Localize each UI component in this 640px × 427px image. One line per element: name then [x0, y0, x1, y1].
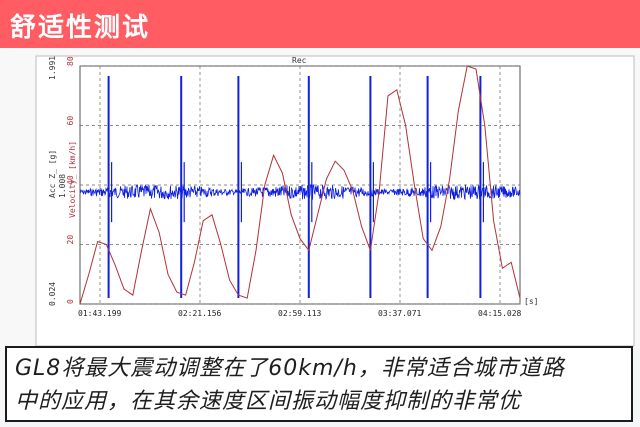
- y-tick-label: 40: [66, 175, 75, 185]
- x-tick-label: 02:21.156: [178, 309, 222, 318]
- left-axis-name-2: 1.008: [58, 174, 67, 198]
- x-tick-label: 03:37.071: [378, 309, 422, 318]
- acceleration-series: [79, 76, 521, 298]
- vibration-speed-chart: Rec 1.991 0.024 Acc Z_ [g] 1.008 Velocit…: [35, 55, 635, 347]
- left-axis-name: Acc Z_ [g]: [48, 150, 57, 198]
- y-ticks: 80 60 40 20 0: [66, 56, 75, 304]
- y-tick-label: 80: [66, 56, 75, 66]
- grid-lines: [80, 65, 520, 305]
- section-header: 舒适性测试: [0, 0, 640, 48]
- y-tick-label: 0: [66, 299, 75, 304]
- chart-top-label: Rec: [292, 56, 307, 65]
- chart-panel: Rec 1.991 0.024 Acc Z_ [g] 1.008 Velocit…: [0, 48, 640, 348]
- x-tick-label: 04:15.028: [478, 309, 522, 318]
- velocity-line: [79, 65, 521, 305]
- x-tick-label: 02:59.113: [278, 309, 322, 318]
- left-axis-bottom-label: 0.024: [48, 282, 57, 306]
- unit-label: [s]: [524, 297, 538, 306]
- x-tick-label: 01:43.199: [78, 309, 122, 318]
- left-axis-top-label: 1.991: [48, 56, 57, 80]
- y-tick-label: 20: [66, 235, 75, 245]
- caption-line-2: 中的应用，在其余速度区间振动幅度抑制的非常优: [15, 389, 522, 414]
- right-axis-name: Velocity_ [km/h]: [68, 141, 77, 218]
- section-title: 舒适性测试: [10, 13, 151, 43]
- caption-box: GL8将最大震动调整在了60km/h，非常适合城市道路 中的应用，在其余速度区间…: [5, 346, 633, 422]
- y-tick-label: 60: [66, 116, 75, 126]
- acceleration-line: [79, 183, 521, 201]
- velocity-series: [79, 65, 521, 305]
- x-ticks: 01:43.199 02:21.156 02:59.113 03:37.071 04:1…: [78, 309, 522, 318]
- caption-line-1: GL8将最大震动调整在了60km/h，非常适合城市道路: [15, 356, 565, 381]
